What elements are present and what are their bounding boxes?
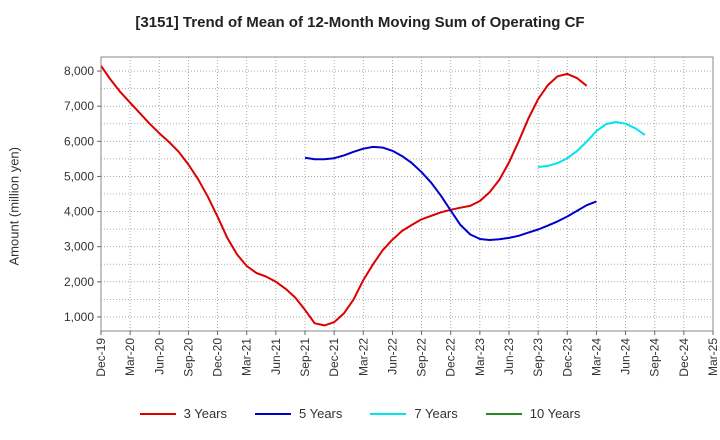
x-tick-labels: Dec-19 Mar-20 Jun-20 Sep-20 Dec-20 Mar-21 Jun-… bbox=[94, 331, 720, 377]
legend-swatch bbox=[485, 412, 522, 415]
legend-label: 5 Years bbox=[299, 406, 343, 421]
y-tick-label: 2,000 bbox=[64, 275, 94, 289]
y-tick-label: 5,000 bbox=[64, 169, 94, 183]
grid-lines bbox=[101, 57, 713, 331]
legend-item: 5 Years bbox=[255, 406, 342, 421]
y-tick-labels: 1,000 2,000 3,000 4,000 5,000 6,000 7,000 8,000 bbox=[64, 64, 101, 324]
legend-swatch bbox=[255, 412, 291, 415]
x-tick-label: Jun-23 bbox=[502, 338, 516, 375]
series-lines bbox=[100, 65, 646, 327]
x-tick-label: Sep-23 bbox=[531, 338, 545, 377]
x-tick-label: Mar-20 bbox=[123, 338, 137, 376]
x-tick-label: Dec-23 bbox=[560, 338, 574, 377]
legend-label: 3 Years bbox=[183, 406, 227, 421]
series-line-7-years bbox=[537, 121, 646, 168]
series-line-3-years bbox=[100, 65, 588, 327]
x-tick-label: Jun-22 bbox=[385, 338, 399, 375]
x-tick-label: Mar-22 bbox=[356, 338, 370, 376]
series-line-5-years bbox=[304, 145, 597, 241]
x-tick-label: Dec-22 bbox=[444, 338, 458, 377]
x-tick-label: Sep-21 bbox=[298, 338, 312, 377]
legend-swatch bbox=[370, 412, 407, 415]
x-tick-label: Sep-22 bbox=[415, 338, 429, 377]
legend-swatch bbox=[139, 412, 176, 415]
x-tick-label: Dec-24 bbox=[677, 338, 691, 377]
x-tick-label: Dec-19 bbox=[94, 338, 108, 377]
chart-title: [3151] Trend of Mean of 12-Month Moving … bbox=[135, 14, 585, 31]
y-tick-label: 6,000 bbox=[64, 134, 94, 148]
y-tick-label: 7,000 bbox=[64, 99, 94, 113]
plot-frame bbox=[100, 56, 714, 332]
y-tick-label: 3,000 bbox=[64, 240, 94, 254]
x-tick-label: Jun-20 bbox=[152, 338, 166, 375]
y-tick-label: 4,000 bbox=[64, 205, 94, 219]
x-tick-label: Sep-24 bbox=[648, 338, 662, 377]
legend-item: 7 Years bbox=[370, 406, 458, 421]
x-tick-label: Dec-20 bbox=[211, 338, 225, 377]
legend: 3 Years 5 Years 7 Years 10 Years bbox=[0, 406, 720, 421]
x-tick-label: Mar-24 bbox=[589, 338, 603, 376]
x-tick-label: Jun-24 bbox=[619, 338, 633, 375]
x-tick-label: Jun-21 bbox=[269, 338, 283, 375]
x-tick-label: Mar-23 bbox=[473, 338, 487, 376]
legend-item: 10 Years bbox=[485, 406, 581, 421]
legend-item: 3 Years bbox=[139, 406, 227, 421]
x-tick-label: Mar-21 bbox=[240, 338, 254, 376]
x-tick-label: Mar-25 bbox=[706, 338, 720, 376]
y-tick-label: 8,000 bbox=[64, 64, 94, 78]
y-tick-label: 1,000 bbox=[64, 310, 94, 324]
x-tick-label: Sep-20 bbox=[181, 338, 195, 377]
legend-label: 7 Years bbox=[414, 406, 458, 421]
x-tick-label: Dec-21 bbox=[327, 338, 341, 377]
legend-label: 10 Years bbox=[529, 406, 581, 421]
